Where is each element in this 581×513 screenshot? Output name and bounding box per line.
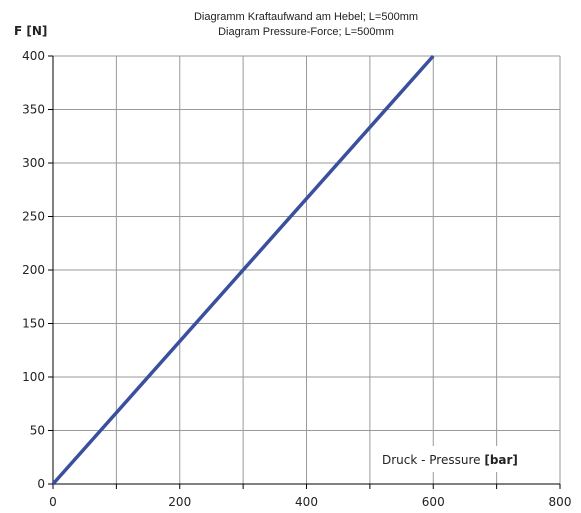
y-axis-label: F [N]: [14, 24, 47, 38]
series-line-0: [51, 54, 435, 486]
x-axis-label-text: Druck - Pressure: [382, 453, 484, 467]
x-axis-label: Druck - Pressure [bar]: [382, 453, 518, 467]
axes: [48, 55, 561, 489]
y-tick-label-7: 350: [22, 103, 45, 117]
x-tick-labels: 0 200 400 600 800: [49, 495, 571, 509]
grid-lines: [53, 55, 561, 484]
y-tick-label-2: 100: [22, 370, 45, 384]
y-tick-label-6: 300: [22, 156, 45, 170]
x-axis-label-box: Druck - Pressure [bar]: [373, 446, 527, 472]
x-axis-label-background: [373, 446, 527, 472]
series-group: [51, 54, 435, 486]
y-tick-label-8: 400: [22, 49, 45, 63]
y-tick-label-0: 0: [37, 477, 45, 491]
chart-title: Diagramm Kraftaufwand am Hebel; L=500mm: [194, 11, 418, 23]
x-tick-label-1: 200: [168, 495, 191, 509]
x-axis-label-unit: [bar]: [484, 453, 518, 467]
x-tick-label-4: 800: [549, 495, 572, 509]
x-tick-label-2: 400: [295, 495, 318, 509]
x-tick-label-3: 600: [422, 495, 445, 509]
y-tick-label-3: 150: [22, 317, 45, 331]
y-tick-label-1: 50: [30, 424, 45, 438]
y-tick-labels: 0 50 100 150 200 250 300 350 400: [22, 49, 45, 491]
y-tick-label-4: 200: [22, 263, 45, 277]
x-tick-label-0: 0: [49, 495, 57, 509]
y-tick-label-5: 250: [22, 210, 45, 224]
chart-subtitle: Diagram Pressure-Force; L=500mm: [218, 26, 394, 38]
